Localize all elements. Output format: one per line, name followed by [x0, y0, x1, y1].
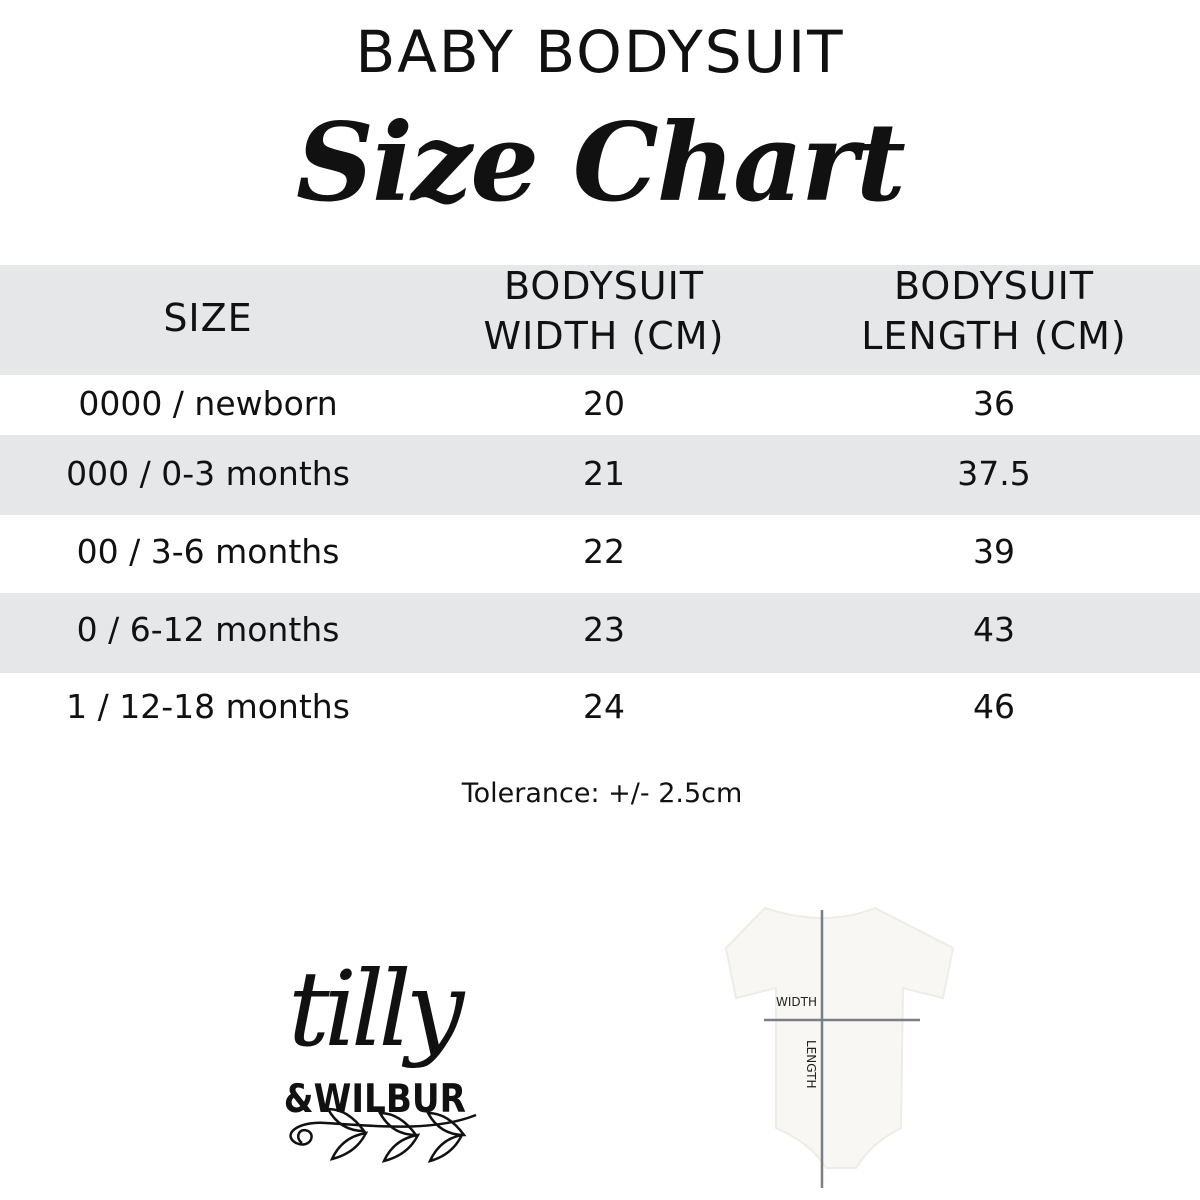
- bodysuit-image: WIDTH LENGTH: [724, 906, 955, 1188]
- header-size: SIZE: [163, 296, 253, 340]
- header-length-line2: LENGTH (CM): [861, 314, 1127, 358]
- bodysuit-diagram: WIDTH LENGTH: [680, 890, 970, 1190]
- width-label: WIDTH: [776, 995, 817, 1009]
- page-title: BABY BODYSUIT: [355, 18, 845, 86]
- length-cell: 46: [973, 687, 1015, 726]
- size-cell: 00 / 3-6 months: [76, 532, 340, 571]
- page-subtitle: Size Chart: [296, 100, 906, 226]
- size-cell: 0 / 6-12 months: [76, 610, 340, 649]
- row-band: [0, 593, 1200, 673]
- width-cell: 21: [583, 454, 625, 493]
- tolerance-note: Tolerance: +/- 2.5cm: [461, 778, 743, 809]
- brand-logo: tilly &WILBUR: [280, 945, 490, 1165]
- length-cell: 36: [973, 384, 1015, 423]
- row-band: [0, 435, 1200, 515]
- header-length-line1: BODYSUIT: [893, 264, 1095, 308]
- width-cell: 23: [583, 610, 625, 649]
- svg-text:tilly: tilly: [288, 948, 466, 1070]
- size-cell: 1 / 12-18 months: [66, 687, 350, 726]
- size-cell: 0000 / newborn: [78, 384, 338, 423]
- length-label: LENGTH: [804, 1040, 818, 1088]
- table-header-band: [0, 265, 1200, 375]
- length-cell: 43: [973, 610, 1015, 649]
- size-cell: 000 / 0-3 months: [66, 454, 350, 493]
- length-cell: 39: [973, 532, 1015, 571]
- width-cell: 20: [583, 384, 625, 423]
- length-cell: 37.5: [957, 454, 1031, 493]
- header-width-line1: BODYSUIT: [503, 264, 705, 308]
- width-cell: 24: [583, 687, 625, 726]
- header-width-line2: WIDTH (CM): [483, 314, 725, 358]
- width-cell: 22: [583, 532, 625, 571]
